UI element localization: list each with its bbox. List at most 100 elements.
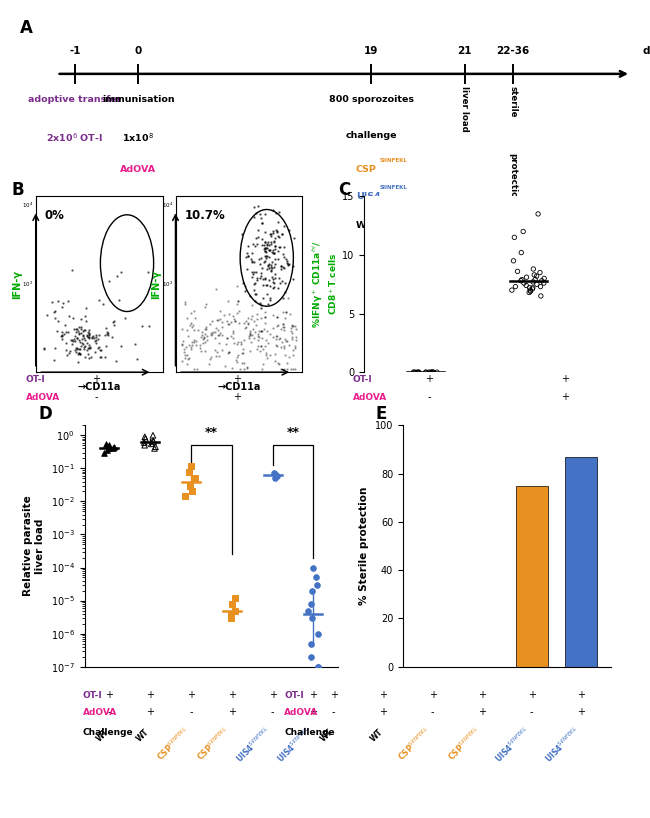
Point (307, 611, 317, 624)
Point (259, 249, 270, 263)
Point (254, 325, 264, 338)
Point (185, 459, 196, 472)
Point (201, 298, 211, 311)
Point (198, 336, 208, 349)
Point (74, 326, 85, 339)
Point (230, 604, 240, 617)
Point (66, 338, 77, 351)
Point (428, 366, 439, 379)
Point (73, 321, 84, 334)
Text: 0: 0 (135, 46, 142, 56)
Point (270, 206, 281, 219)
Point (259, 306, 270, 319)
Point (249, 315, 259, 328)
Point (251, 265, 261, 278)
Point (311, 571, 321, 584)
Point (261, 249, 271, 263)
Point (536, 290, 546, 303)
Text: sterile: sterile (508, 86, 517, 118)
Point (114, 293, 125, 306)
Point (254, 200, 264, 213)
Point (148, 435, 159, 448)
Point (532, 269, 542, 282)
Text: OT-I: OT-I (83, 691, 102, 700)
Point (239, 343, 249, 356)
Point (107, 316, 118, 329)
Point (94, 344, 105, 357)
Point (273, 318, 283, 331)
Point (208, 326, 218, 339)
Point (101, 444, 112, 457)
Point (275, 331, 285, 344)
Point (79, 343, 89, 356)
Point (90, 335, 101, 348)
Point (198, 328, 208, 341)
Text: **: ** (287, 426, 300, 439)
Point (82, 337, 92, 350)
Point (213, 313, 224, 326)
Point (260, 245, 270, 258)
Text: +: + (105, 690, 113, 700)
Text: -: - (189, 707, 192, 717)
Text: days p.i.: days p.i. (643, 46, 650, 56)
Text: $10^4$: $10^4$ (22, 200, 33, 209)
Point (64, 309, 74, 322)
Text: +: + (146, 690, 154, 700)
Point (283, 291, 294, 304)
Point (224, 345, 234, 358)
Point (242, 361, 252, 374)
Point (85, 341, 96, 354)
Point (49, 342, 60, 355)
Text: CSP$^{SIINFEKL}$: CSP$^{SIINFEKL}$ (154, 725, 192, 763)
Point (82, 343, 92, 356)
Point (266, 230, 276, 243)
Point (427, 366, 437, 379)
Text: +: + (379, 707, 387, 717)
Point (277, 227, 287, 240)
Point (262, 249, 272, 263)
Point (270, 258, 280, 271)
Point (79, 331, 89, 344)
Point (181, 340, 192, 353)
Point (229, 312, 239, 326)
Point (273, 252, 283, 265)
Point (268, 281, 278, 294)
Point (284, 258, 294, 271)
Point (264, 273, 274, 286)
Point (253, 327, 263, 340)
Point (278, 248, 289, 261)
Point (101, 438, 111, 451)
Point (288, 259, 298, 272)
Point (258, 278, 268, 291)
Point (88, 331, 99, 344)
Text: A: A (20, 20, 33, 38)
Point (94, 328, 104, 341)
Point (257, 272, 268, 285)
Point (76, 312, 86, 326)
Point (212, 314, 222, 327)
Point (240, 321, 251, 334)
Text: 10.7%: 10.7% (185, 209, 225, 222)
Point (252, 312, 262, 325)
Point (257, 262, 268, 275)
Point (254, 252, 265, 265)
Point (255, 272, 265, 285)
Point (246, 254, 257, 267)
Text: +: + (562, 374, 569, 384)
Point (426, 366, 437, 379)
Point (284, 339, 294, 352)
Point (421, 366, 431, 379)
Point (73, 355, 83, 368)
Point (270, 231, 280, 245)
Point (259, 254, 270, 267)
Point (247, 270, 257, 283)
Text: +: + (227, 707, 236, 717)
Point (112, 269, 123, 282)
Point (287, 318, 297, 331)
Point (77, 324, 88, 337)
Point (214, 349, 224, 362)
Text: D: D (39, 405, 53, 423)
Point (289, 231, 299, 244)
Point (72, 331, 82, 344)
Point (285, 325, 296, 338)
